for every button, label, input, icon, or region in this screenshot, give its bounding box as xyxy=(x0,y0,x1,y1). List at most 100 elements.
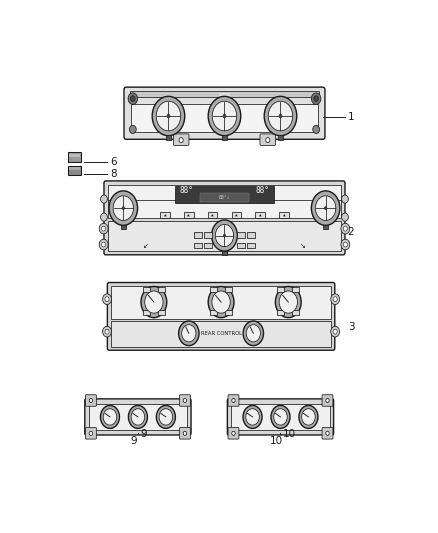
Circle shape xyxy=(266,138,270,142)
Circle shape xyxy=(102,294,111,304)
Circle shape xyxy=(179,321,199,345)
Bar xyxy=(225,287,232,292)
Bar xyxy=(222,135,227,140)
Circle shape xyxy=(223,114,226,118)
Circle shape xyxy=(246,409,259,425)
Bar xyxy=(208,212,217,219)
Text: 2: 2 xyxy=(348,227,354,237)
Circle shape xyxy=(341,239,350,250)
Bar xyxy=(175,187,274,203)
FancyBboxPatch shape xyxy=(227,399,334,435)
Circle shape xyxy=(183,399,187,402)
Circle shape xyxy=(326,399,329,402)
Circle shape xyxy=(102,242,106,247)
Circle shape xyxy=(130,125,136,134)
Circle shape xyxy=(167,114,170,118)
Text: ↙: ↙ xyxy=(143,243,149,249)
Circle shape xyxy=(179,138,183,142)
Circle shape xyxy=(215,224,233,247)
Circle shape xyxy=(232,399,235,402)
Bar xyxy=(278,135,283,140)
Text: ▲: ▲ xyxy=(283,213,285,217)
Bar xyxy=(143,287,150,292)
Circle shape xyxy=(89,399,92,402)
FancyBboxPatch shape xyxy=(104,181,345,255)
Circle shape xyxy=(315,196,336,221)
Bar xyxy=(255,212,265,219)
Circle shape xyxy=(331,326,339,337)
Bar xyxy=(247,232,254,238)
Circle shape xyxy=(311,93,321,104)
Circle shape xyxy=(183,431,187,435)
Circle shape xyxy=(243,406,262,429)
Bar xyxy=(160,212,170,219)
Circle shape xyxy=(159,409,173,425)
Circle shape xyxy=(212,291,230,313)
Text: 88°↓: 88°↓ xyxy=(219,195,230,200)
Text: 6: 6 xyxy=(110,157,117,167)
Text: ▲: ▲ xyxy=(211,213,214,217)
FancyBboxPatch shape xyxy=(124,87,325,139)
Circle shape xyxy=(99,223,108,234)
Bar xyxy=(111,286,331,319)
Bar xyxy=(225,310,232,316)
Bar xyxy=(184,212,194,219)
Circle shape xyxy=(131,96,135,101)
Bar xyxy=(247,243,254,248)
Circle shape xyxy=(264,96,297,136)
Circle shape xyxy=(302,409,315,425)
Bar xyxy=(277,287,284,292)
Bar xyxy=(323,225,328,229)
Text: 10: 10 xyxy=(270,435,283,446)
Bar xyxy=(210,310,217,316)
Circle shape xyxy=(101,195,107,203)
Circle shape xyxy=(128,406,148,429)
FancyBboxPatch shape xyxy=(322,427,333,439)
Circle shape xyxy=(109,191,138,225)
Bar xyxy=(69,167,80,170)
FancyBboxPatch shape xyxy=(85,427,96,439)
Circle shape xyxy=(145,291,163,313)
Text: 9: 9 xyxy=(141,429,147,439)
Circle shape xyxy=(314,96,318,101)
Circle shape xyxy=(152,96,185,136)
Bar xyxy=(194,243,202,248)
Circle shape xyxy=(113,196,134,221)
Bar xyxy=(204,232,212,238)
Circle shape xyxy=(208,286,234,318)
Text: 3: 3 xyxy=(348,321,354,332)
FancyBboxPatch shape xyxy=(173,134,189,146)
Bar xyxy=(279,212,289,219)
Bar xyxy=(210,287,217,292)
Bar xyxy=(293,287,299,292)
FancyBboxPatch shape xyxy=(180,395,191,406)
FancyBboxPatch shape xyxy=(180,427,191,439)
FancyBboxPatch shape xyxy=(228,395,239,406)
Text: ▲: ▲ xyxy=(259,213,261,217)
Bar xyxy=(143,310,150,316)
Circle shape xyxy=(271,406,290,429)
Circle shape xyxy=(122,207,124,209)
Bar xyxy=(69,154,80,157)
Circle shape xyxy=(341,223,350,234)
Circle shape xyxy=(128,93,138,104)
Text: ▲: ▲ xyxy=(187,213,190,217)
Circle shape xyxy=(342,213,348,221)
Circle shape xyxy=(276,286,301,318)
Bar xyxy=(222,251,227,255)
Circle shape xyxy=(299,406,318,429)
Bar xyxy=(121,225,126,229)
Bar xyxy=(108,221,341,251)
Text: 9: 9 xyxy=(131,435,137,446)
Bar xyxy=(111,321,331,346)
Circle shape xyxy=(313,125,320,134)
Circle shape xyxy=(243,321,264,345)
Bar xyxy=(237,243,245,248)
Bar xyxy=(158,310,165,316)
Bar xyxy=(219,93,230,97)
Circle shape xyxy=(131,409,145,425)
Circle shape xyxy=(246,325,261,342)
Bar xyxy=(293,310,299,316)
Text: ▲: ▲ xyxy=(235,213,238,217)
Circle shape xyxy=(325,207,327,209)
